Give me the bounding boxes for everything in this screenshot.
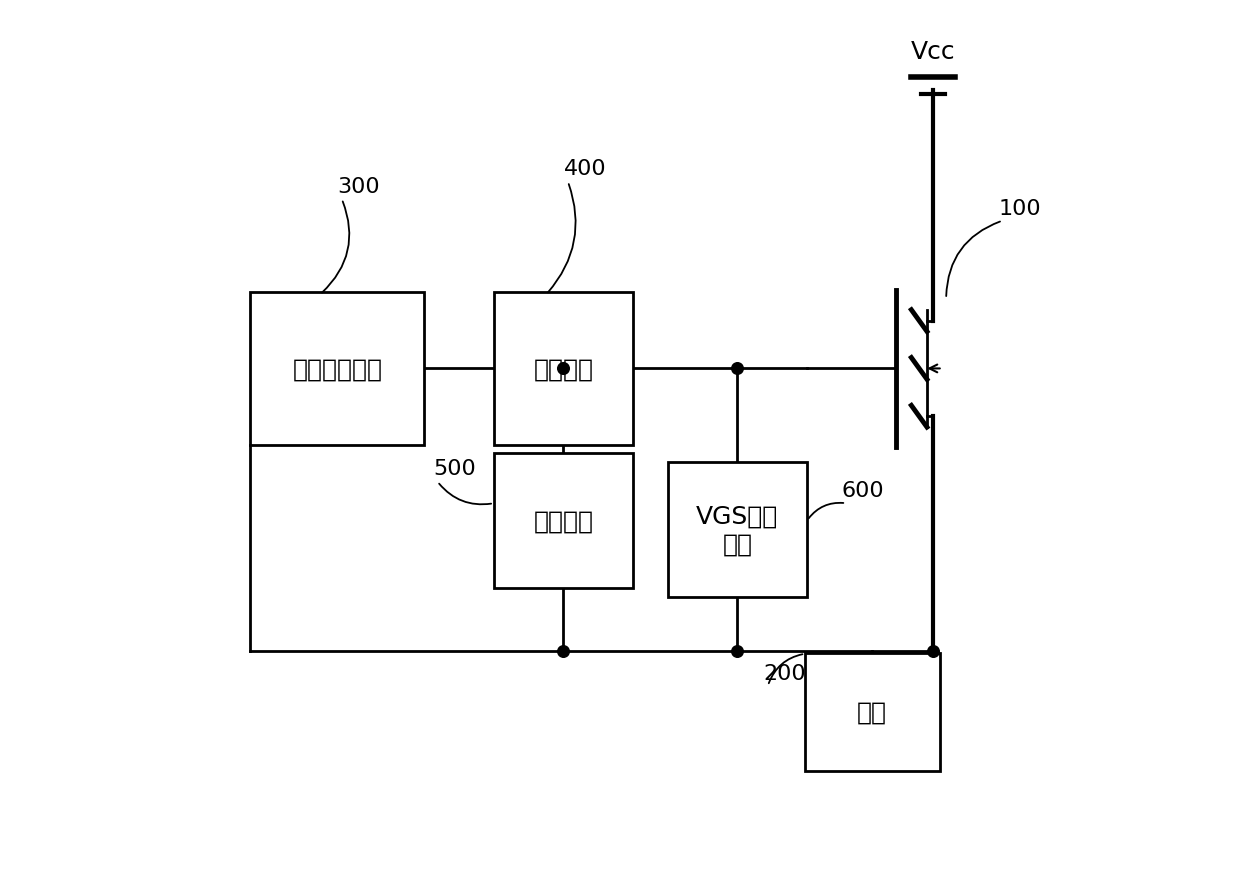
Text: 负载: 负载 xyxy=(857,700,887,724)
Point xyxy=(553,645,573,659)
Text: 200: 200 xyxy=(764,663,806,683)
Text: 放电模块: 放电模块 xyxy=(533,509,594,533)
Point xyxy=(553,362,573,376)
Text: 600: 600 xyxy=(842,481,884,501)
Point xyxy=(728,362,748,376)
Bar xyxy=(250,293,424,445)
Bar xyxy=(805,653,940,771)
Bar xyxy=(668,462,807,597)
Text: 500: 500 xyxy=(433,459,476,479)
Text: 300: 300 xyxy=(337,176,379,196)
Bar xyxy=(494,293,634,445)
Point xyxy=(728,645,748,659)
Bar xyxy=(494,453,634,588)
Text: 400: 400 xyxy=(563,160,606,179)
Point xyxy=(923,645,942,659)
Text: 延迟模块: 延迟模块 xyxy=(533,357,594,381)
Text: VGS保护
电路: VGS保护 电路 xyxy=(697,504,779,556)
Text: 100: 100 xyxy=(998,198,1040,218)
Text: Vcc: Vcc xyxy=(910,40,955,64)
Text: 升压开启模块: 升压开启模块 xyxy=(293,357,382,381)
